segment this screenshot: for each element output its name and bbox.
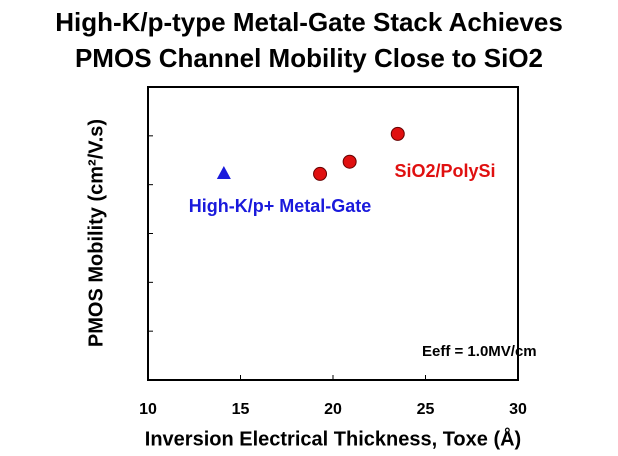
chart-title: PMOS Channel Mobility Close to SiO2 [75,43,543,73]
x-tick-label: 30 [509,401,527,418]
x-axis-label: Inversion Electrical Thickness, Toxe (Å) [145,426,521,450]
chart-title: High-K/p-type Metal-Gate Stack Achieves [55,7,563,37]
x-tick-label: 10 [139,401,157,418]
point [216,165,231,179]
x-tick-label: 15 [232,401,250,418]
annotation: Eeff = 1.0MV/cm [422,343,537,360]
x-tick-label: 20 [324,401,342,418]
point [342,154,357,169]
plot-frame [147,86,519,381]
series-label: High-K/p+ Metal-Gate [189,196,372,216]
point [313,166,328,181]
y-axis-label: PMOS Mobility (cm²/V.s) [85,119,107,347]
x-tick-label: 25 [417,401,435,418]
point [390,126,405,141]
series-label: SiO2/PolySi [394,161,495,181]
